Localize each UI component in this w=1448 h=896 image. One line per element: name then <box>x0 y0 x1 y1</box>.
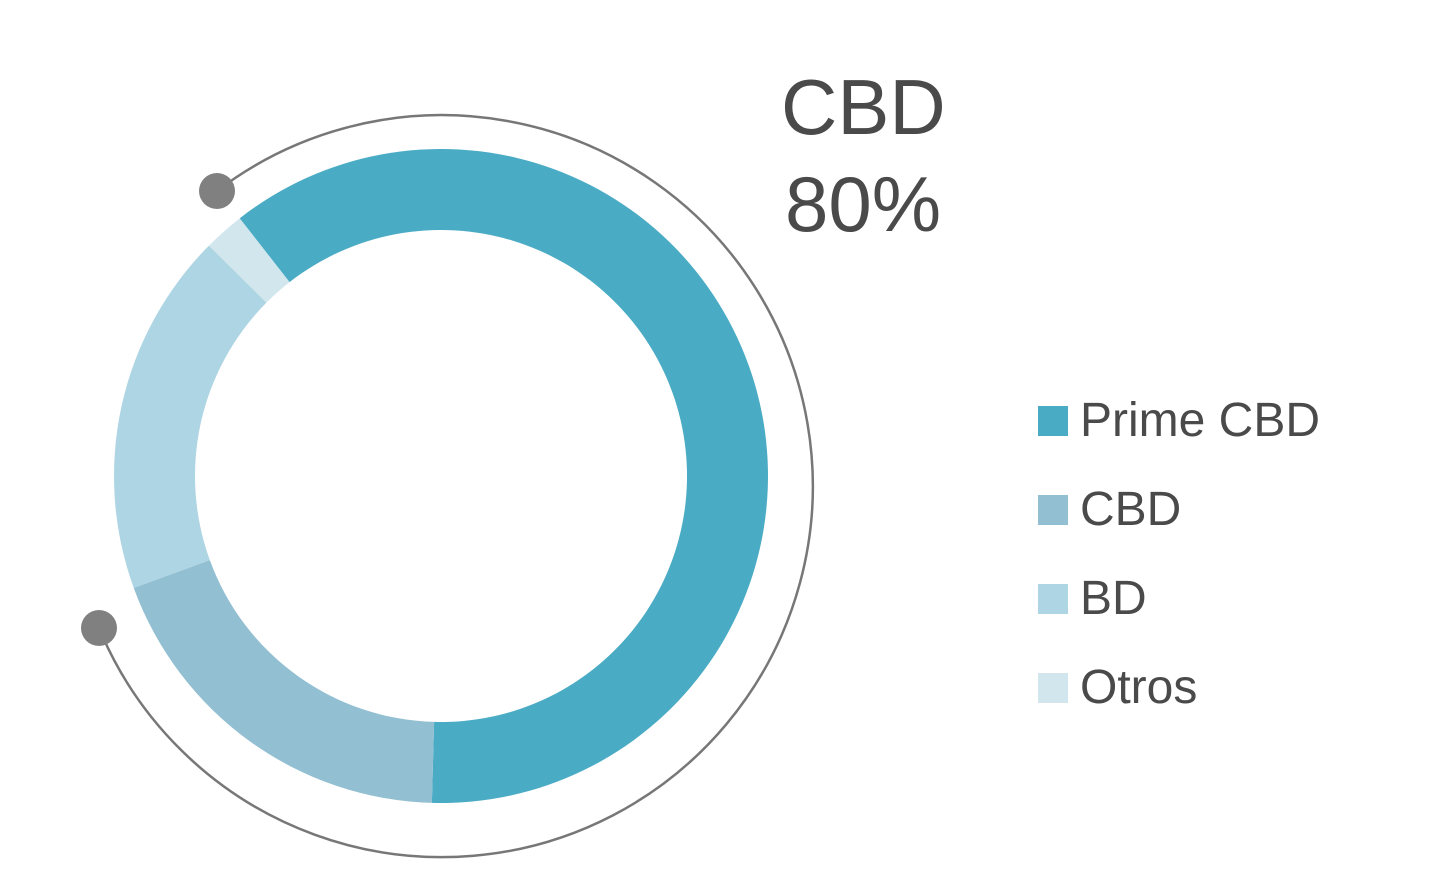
legend-item-bd: BD <box>1038 554 1320 643</box>
legend-item-prime-cbd: Prime CBD <box>1038 376 1320 465</box>
legend-swatch <box>1038 672 1068 703</box>
legend-swatch <box>1038 583 1068 614</box>
callout-arc-start-dot <box>199 173 235 209</box>
legend-label: Prime CBD <box>1080 394 1321 447</box>
legend-swatch <box>1038 405 1068 436</box>
callout-arc <box>97 113 814 859</box>
legend-item-cbd: CBD <box>1038 465 1320 554</box>
legend-label: CBD <box>1080 483 1182 536</box>
callout-label: CBD <box>781 63 946 151</box>
slice-cbd <box>133 560 435 803</box>
legend-item-otros: Otros <box>1038 643 1320 732</box>
legend-label: BD <box>1080 572 1147 625</box>
legend: Prime CBD CBD BD Otros <box>1038 376 1320 732</box>
donut-slices <box>114 149 768 804</box>
slice-bd <box>114 245 267 588</box>
callout-arc-end-dot <box>81 610 117 646</box>
slice-prime-cbd <box>239 149 768 804</box>
slice-otros <box>208 218 290 303</box>
callout-value: 80% <box>785 160 942 248</box>
legend-swatch <box>1038 494 1068 525</box>
legend-label: Otros <box>1080 661 1198 714</box>
